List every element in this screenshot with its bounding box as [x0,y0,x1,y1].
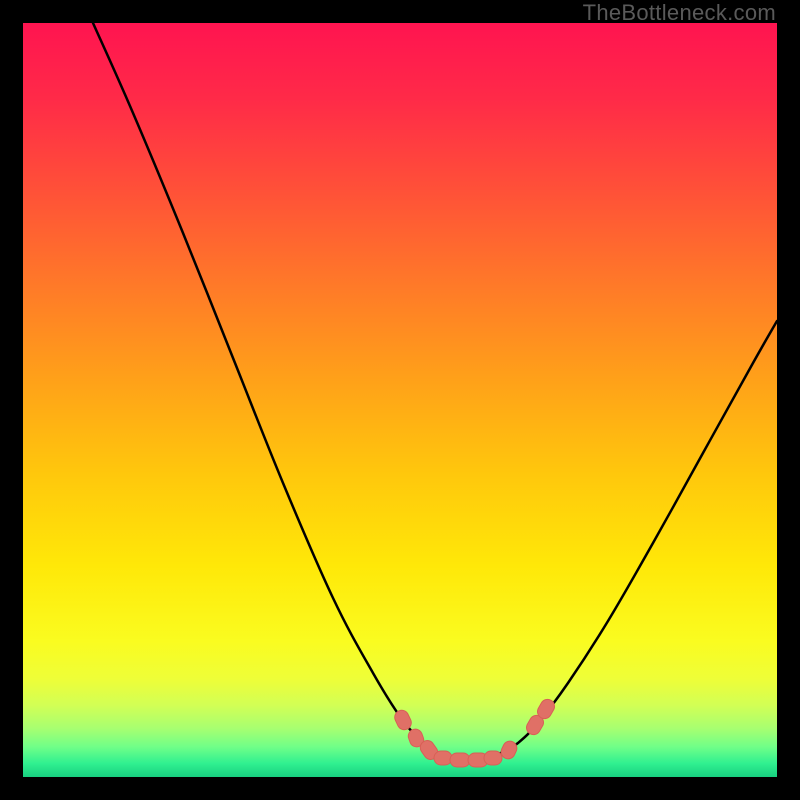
bottleneck-curve [93,23,777,760]
watermark-text: TheBottleneck.com [583,0,776,26]
curve-marker [484,751,502,765]
chart-svg [23,23,777,777]
plot-area [23,23,777,777]
curve-marker [450,753,470,767]
curve-marker [434,751,452,765]
